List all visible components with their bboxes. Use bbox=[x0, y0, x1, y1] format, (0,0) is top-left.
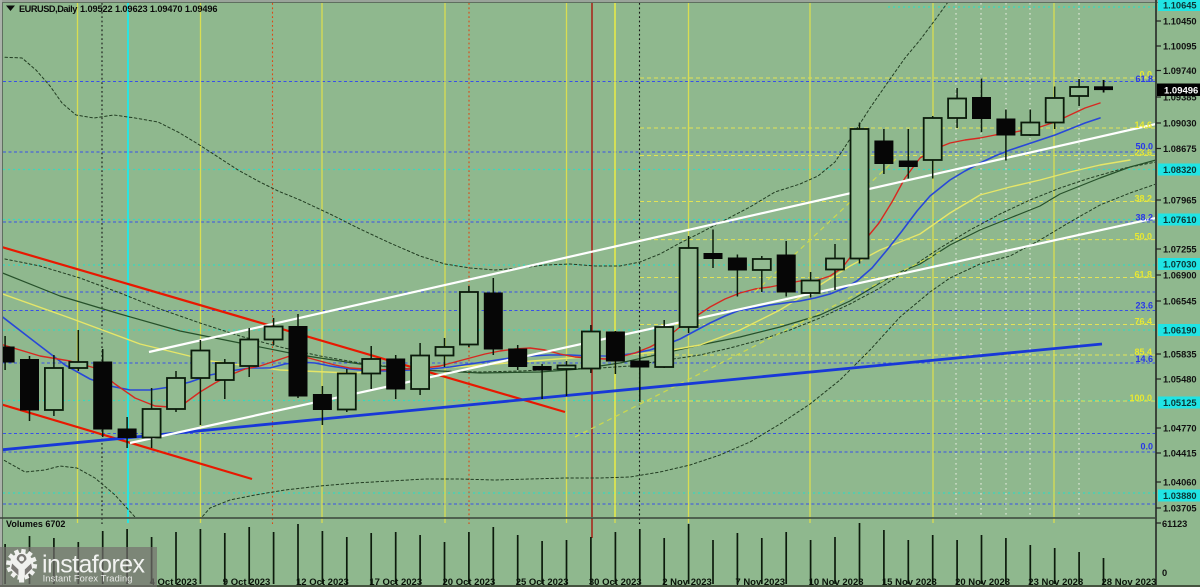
svg-text:1.08675: 1.08675 bbox=[1163, 144, 1197, 154]
svg-text:1.05480: 1.05480 bbox=[1163, 375, 1197, 385]
svg-text:0.0: 0.0 bbox=[1139, 70, 1152, 80]
svg-text:1.07965: 1.07965 bbox=[1163, 196, 1197, 206]
svg-text:10 Nov 2023: 10 Nov 2023 bbox=[809, 577, 864, 587]
svg-text:1.09740: 1.09740 bbox=[1163, 66, 1197, 76]
svg-text:76.4: 76.4 bbox=[1134, 317, 1152, 327]
svg-text:0.0: 0.0 bbox=[1140, 442, 1153, 452]
svg-text:1.09030: 1.09030 bbox=[1163, 119, 1197, 129]
svg-text:20 Oct 2023: 20 Oct 2023 bbox=[443, 577, 496, 587]
svg-text:4 Oct 2023: 4 Oct 2023 bbox=[150, 577, 198, 587]
svg-text:38.2: 38.2 bbox=[1135, 213, 1153, 223]
svg-text:1.03705: 1.03705 bbox=[1163, 504, 1197, 514]
svg-text:1.04415: 1.04415 bbox=[1163, 449, 1197, 459]
svg-text:2 Nov 2023: 2 Nov 2023 bbox=[662, 577, 712, 587]
svg-text:100.0: 100.0 bbox=[1129, 393, 1152, 403]
svg-text:17 Oct 2023: 17 Oct 2023 bbox=[369, 577, 422, 587]
svg-text:1.10095: 1.10095 bbox=[1163, 42, 1197, 52]
svg-text:14.6: 14.6 bbox=[1134, 120, 1152, 130]
svg-text:28 Nov 2023: 28 Nov 2023 bbox=[1102, 577, 1157, 587]
svg-text:1.08320: 1.08320 bbox=[1163, 165, 1197, 175]
svg-text:1.05835: 1.05835 bbox=[1163, 350, 1197, 360]
svg-text:1.06545: 1.06545 bbox=[1163, 297, 1197, 307]
svg-text:1.03880: 1.03880 bbox=[1163, 491, 1197, 501]
svg-text:1.10645: 1.10645 bbox=[1163, 1, 1197, 11]
svg-text:85.4: 85.4 bbox=[1134, 347, 1152, 357]
svg-text:1.05125: 1.05125 bbox=[1163, 398, 1197, 408]
svg-text:Instant Forex Trading: Instant Forex Trading bbox=[43, 574, 133, 584]
svg-text:23.6: 23.6 bbox=[1134, 148, 1152, 158]
svg-text:1.06190: 1.06190 bbox=[1163, 326, 1197, 336]
svg-text:EURUSD,Daily: EURUSD,Daily bbox=[19, 4, 78, 14]
svg-text:61.8: 61.8 bbox=[1134, 270, 1152, 280]
svg-text:61123: 61123 bbox=[1162, 519, 1187, 529]
svg-text:1.07030: 1.07030 bbox=[1163, 260, 1197, 270]
svg-text:instaforex: instaforex bbox=[42, 551, 145, 579]
svg-text:50.0: 50.0 bbox=[1135, 142, 1153, 152]
svg-text:1.07255: 1.07255 bbox=[1163, 245, 1197, 255]
svg-text:23 Nov 2023: 23 Nov 2023 bbox=[1028, 577, 1083, 587]
svg-text:1.09522 1.09623 1.09470 1.0949: 1.09522 1.09623 1.09470 1.09496 bbox=[80, 4, 217, 14]
svg-text:14.6: 14.6 bbox=[1135, 354, 1153, 364]
svg-text:9 Oct 2023: 9 Oct 2023 bbox=[223, 577, 271, 587]
svg-text:7 Nov 2023: 7 Nov 2023 bbox=[735, 577, 785, 587]
svg-text:15 Nov 2023: 15 Nov 2023 bbox=[882, 577, 937, 587]
svg-text:Volumes 6702: Volumes 6702 bbox=[6, 519, 65, 529]
svg-text:61.8: 61.8 bbox=[1135, 74, 1153, 84]
svg-text:1.09496: 1.09496 bbox=[1164, 86, 1198, 97]
svg-text:38.2: 38.2 bbox=[1134, 194, 1152, 204]
svg-text:23.6: 23.6 bbox=[1135, 301, 1153, 311]
svg-text:1.09385: 1.09385 bbox=[1163, 93, 1197, 103]
svg-text:1.04060: 1.04060 bbox=[1163, 478, 1197, 488]
svg-text:1.04770: 1.04770 bbox=[1163, 424, 1197, 434]
svg-text:30 Oct 2023: 30 Oct 2023 bbox=[589, 577, 642, 587]
svg-text:20 Nov 2023: 20 Nov 2023 bbox=[955, 577, 1010, 587]
svg-text:0: 0 bbox=[1162, 568, 1167, 578]
svg-text:1.10450: 1.10450 bbox=[1163, 17, 1197, 27]
svg-text:1.07610: 1.07610 bbox=[1163, 215, 1197, 225]
svg-text:25 Oct 2023: 25 Oct 2023 bbox=[516, 577, 569, 587]
svg-text:50.0: 50.0 bbox=[1134, 232, 1152, 242]
svg-text:12 Oct 2023: 12 Oct 2023 bbox=[296, 577, 349, 587]
svg-text:1.06900: 1.06900 bbox=[1163, 271, 1197, 281]
